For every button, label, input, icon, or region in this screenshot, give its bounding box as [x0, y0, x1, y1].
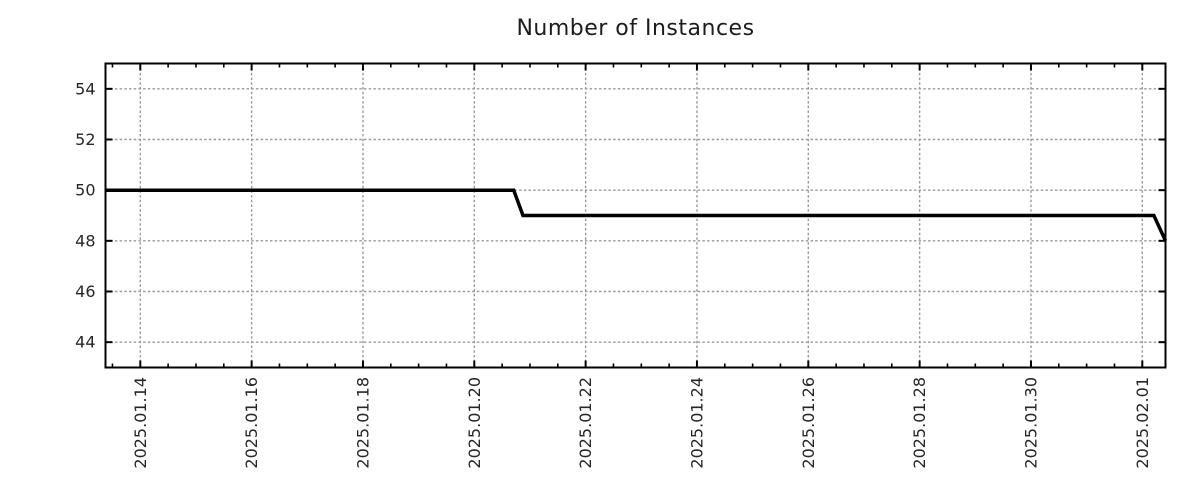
x-tick-label: 2025.01.20 [465, 377, 484, 469]
x-tick-label: 2025.02.01 [1133, 377, 1152, 469]
x-tick-label: 2025.01.18 [353, 377, 372, 469]
y-tick-label: 44 [75, 333, 95, 352]
x-tick-label: 2025.01.30 [1021, 377, 1040, 469]
x-tick-label: 2025.01.24 [687, 377, 706, 469]
y-tick-label: 50 [75, 181, 95, 200]
x-tick-label: 2025.01.16 [242, 377, 261, 469]
x-tick-label: 2025.01.28 [910, 377, 929, 469]
y-tick-label: 46 [75, 282, 95, 301]
x-tick-label: 2025.01.14 [131, 377, 150, 469]
y-tick-label: 48 [75, 231, 95, 250]
y-tick-label: 52 [75, 130, 95, 149]
plot-border [104, 62, 1167, 369]
data-line-instances [105, 188, 1168, 242]
x-tick-label: 2025.01.22 [576, 377, 595, 469]
x-axis-labels: 2025.01.14 2025.01.16 2025.01.18 2025.01.20… [131, 377, 1152, 469]
x-tick-label: 2025.01.26 [799, 377, 818, 469]
chart-title: Number of Instances [516, 16, 755, 41]
y-axis-labels: 44 46 48 50 52 54 [75, 79, 95, 351]
y-tick-label: 54 [75, 79, 95, 98]
